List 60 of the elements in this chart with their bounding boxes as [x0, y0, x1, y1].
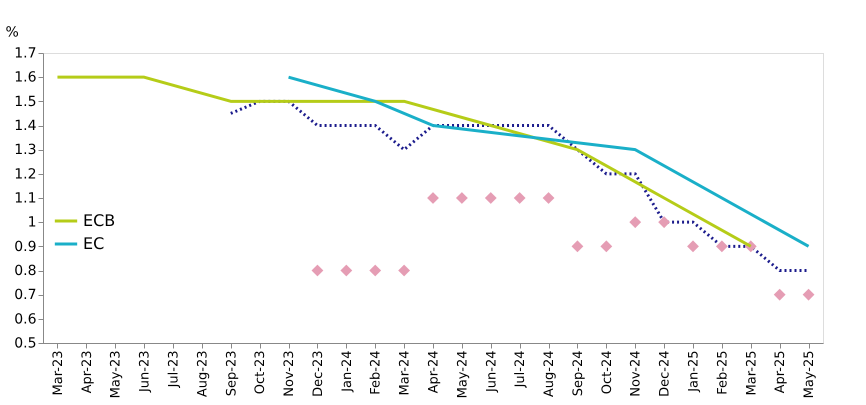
- x-tick-label: Jun-24: [484, 350, 500, 394]
- y-tick-label: 1.4: [14, 118, 37, 134]
- x-tick-label: Jan-25: [686, 350, 702, 393]
- point: [802, 288, 814, 301]
- y-tick-label: 1.1: [14, 190, 36, 206]
- point: [600, 240, 612, 252]
- x-tick-label: Dec-24: [658, 350, 673, 397]
- legend-label: ECB: [83, 211, 116, 230]
- point: [340, 264, 352, 276]
- point: [542, 192, 554, 204]
- x-tick-label: Nov-24: [628, 350, 644, 397]
- x-tick-label: Dec-23: [310, 350, 326, 397]
- x-tick-label: Mar-24: [398, 350, 413, 396]
- point: [514, 192, 526, 204]
- x-tick-label: Jul-23: [166, 350, 182, 388]
- y-tick-label: 0.7: [14, 287, 36, 304]
- point: [484, 192, 497, 204]
- y-tick-label: 1.7: [14, 46, 36, 62]
- x-tick-label: May-24: [455, 350, 470, 398]
- y-tick-label: 0.8: [14, 263, 36, 279]
- y-tick-label: 0.6: [14, 311, 37, 328]
- x-tick-label: Apr-24: [426, 350, 442, 394]
- x-tick-label: Jan-24: [340, 350, 355, 393]
- x-tick-label: May-23: [108, 350, 124, 398]
- point: [687, 240, 699, 252]
- point: [629, 216, 642, 228]
- x-tick-label: Nov-23: [282, 350, 298, 397]
- x-tick-label: Mar-25: [744, 350, 760, 396]
- x-tick-label: Jun-23: [138, 350, 153, 394]
- y-axis-title: %: [6, 24, 19, 40]
- point: [716, 240, 728, 252]
- point: [398, 264, 410, 276]
- point: [572, 240, 584, 252]
- x-tick-label: Feb-25: [715, 350, 730, 395]
- y-tick-label: 1.3: [14, 142, 36, 158]
- x-tick-label: Feb-24: [368, 350, 384, 395]
- point: [774, 288, 786, 301]
- y-tick-label: 1.5: [14, 94, 36, 110]
- x-tick-label: Mar-23: [50, 350, 66, 396]
- x-tick-label: Aug-24: [542, 350, 558, 398]
- x-tick-label: Apr-25: [773, 350, 788, 394]
- point: [427, 192, 439, 204]
- y-tick-label: 1: [28, 214, 36, 231]
- x-tick-label: Oct-23: [253, 350, 268, 394]
- point: [312, 264, 324, 276]
- x-tick-label: Sep-23: [224, 350, 240, 396]
- point: [456, 192, 468, 204]
- x-tick-label: Jul-24: [513, 350, 528, 388]
- y-tick-label: 0.5: [14, 336, 36, 352]
- y-tick-label: 0.9: [14, 238, 36, 255]
- y-tick-label: 1.6: [14, 70, 37, 86]
- x-tick-label: May-25: [802, 350, 818, 398]
- x-tick-label: Apr-23: [80, 350, 95, 394]
- point: [369, 264, 382, 276]
- x-tick-label: Aug-23: [195, 350, 210, 398]
- x-tick-label: Oct-24: [600, 350, 615, 394]
- point: [658, 216, 670, 228]
- y-tick-label: 1.2: [14, 166, 36, 182]
- legend-label: EC: [83, 234, 104, 253]
- x-tick-label: Sep-24: [570, 350, 586, 396]
